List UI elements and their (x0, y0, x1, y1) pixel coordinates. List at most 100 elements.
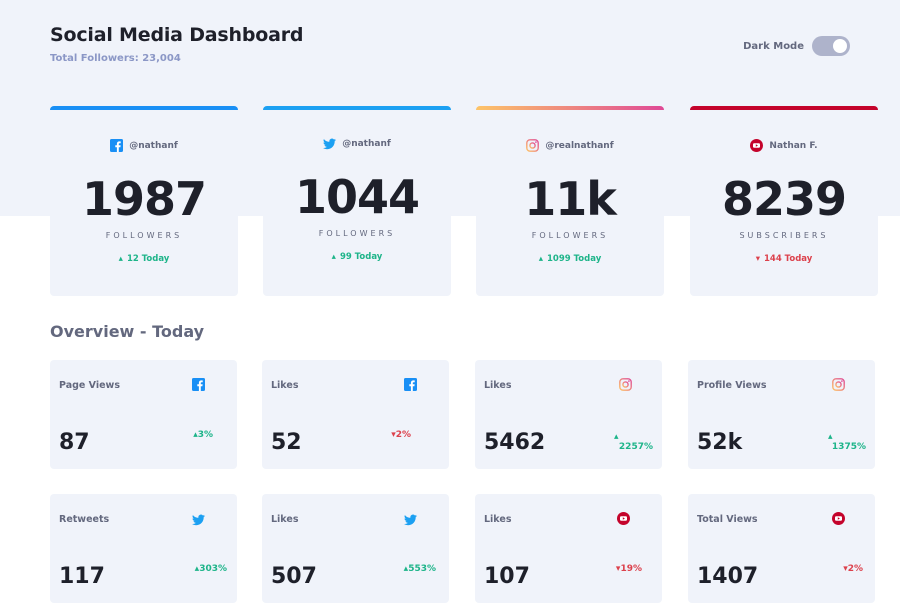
card-handle: @realnathanf (545, 140, 614, 151)
down-arrow-icon: ▾ (391, 430, 396, 440)
total-followers: Total Followers: 23,004 (50, 53, 181, 64)
card-unit: Followers (318, 229, 396, 238)
overview-value: 1407 (697, 564, 759, 589)
card-today: ▴ 1099 Today (476, 254, 664, 264)
overview-value: 52 (271, 430, 302, 455)
dark-mode-label: Dark Mode (743, 40, 804, 52)
overview-card-likes-facebook[interactable]: Likes 52 ▾2% (262, 360, 449, 469)
facebook-icon (110, 139, 124, 152)
overview-label: Total Views (697, 514, 758, 525)
overview-change-text: 2% (395, 430, 411, 440)
overview-change-text: 2257% (618, 442, 653, 452)
card-today-text: 12 Today (126, 254, 170, 264)
card-today-text: 1099 Today (547, 254, 602, 264)
overview-value: 87 (59, 430, 90, 455)
card-handle-row: @nathanf (50, 139, 238, 152)
overview-card-profile-views[interactable]: Profile Views 52k ▴ 1375% (688, 360, 875, 469)
overview-value: 5462 (484, 430, 546, 455)
overview-label: Likes (271, 514, 299, 525)
overview-card-page-views[interactable]: Page Views 87 ▴3% (50, 360, 237, 469)
overview-change-text: 303% (199, 564, 227, 574)
overview-change-text: 553% (408, 564, 436, 574)
card-handle: @nathanf (129, 140, 178, 151)
card-handle-row: @nathanf (263, 137, 451, 150)
overview-card-likes-instagram[interactable]: Likes 5462 ▴ 2257% (475, 360, 662, 469)
down-arrow-icon: ▾ (755, 254, 760, 264)
card-count: 1987 (81, 172, 207, 226)
youtube-icon (750, 139, 764, 152)
overview-value: 52k (697, 430, 743, 455)
card-handle: Nathan F. (769, 140, 818, 151)
card-accent-bar (690, 106, 878, 110)
overview-change: ▾19% (582, 564, 642, 574)
up-arrow-icon: ▴ (118, 254, 123, 264)
up-arrow-icon: ▴ (403, 564, 409, 574)
instagram-icon (526, 139, 540, 152)
card-today-text: 99 Today (339, 252, 383, 262)
overview-change-text: 3% (197, 430, 213, 440)
card-accent-bar (50, 106, 238, 110)
up-arrow-icon: ▴ (194, 564, 200, 574)
overview-label: Likes (484, 380, 512, 391)
overview-card-likes-twitter[interactable]: Likes 507 ▴553% (262, 494, 449, 603)
instagram-icon (619, 378, 632, 391)
up-arrow-icon: ▴ (538, 254, 544, 264)
overview-value: 117 (59, 564, 105, 589)
down-arrow-icon: ▾ (843, 564, 848, 574)
overview-label: Likes (271, 380, 299, 391)
card-today: ▾ 144 Today (690, 254, 878, 264)
dark-mode-toggle[interactable] (812, 36, 850, 56)
toggle-knob (833, 39, 847, 53)
card-handle: @nathanf (342, 138, 391, 149)
up-arrow-icon: ▴ (193, 430, 198, 440)
overview-card-likes-youtube[interactable]: Likes 107 ▾19% (475, 494, 662, 603)
overview-label: Likes (484, 514, 512, 525)
card-accent-bar (263, 106, 451, 110)
overview-change-text: 2% (847, 564, 863, 574)
card-unit: Followers (531, 231, 609, 240)
youtube-icon (617, 512, 630, 525)
card-youtube[interactable]: Nathan F. 8239 Subscribers ▾ 144 Today (690, 106, 878, 296)
overview-card-retweets[interactable]: Retweets 117 ▴303% (50, 494, 237, 603)
facebook-icon (192, 378, 205, 391)
instagram-icon (832, 378, 845, 391)
overview-title: Overview - Today (50, 322, 205, 341)
youtube-icon (832, 512, 845, 525)
card-accent-bar (476, 106, 664, 110)
overview-change: ▾2% (351, 430, 411, 440)
up-arrow-icon: ▴ (828, 432, 833, 442)
card-handle-row: Nathan F. (690, 139, 878, 152)
overview-label: Retweets (59, 514, 110, 525)
dark-mode-control: Dark Mode (743, 36, 850, 56)
overview-label: Page Views (59, 380, 120, 391)
down-arrow-icon: ▾ (615, 564, 621, 574)
card-count: 1044 (294, 170, 420, 224)
card-count: 11k (524, 172, 617, 226)
card-facebook[interactable]: @nathanf 1987 Followers ▴ 12 Today (50, 106, 238, 296)
card-today: ▴ 12 Today (50, 254, 238, 264)
card-today: ▴ 99 Today (263, 252, 451, 262)
overview-value: 507 (271, 564, 317, 589)
card-today-text: 144 Today (763, 254, 813, 264)
overview-change-text: 1375% (831, 442, 866, 452)
up-arrow-icon: ▴ (331, 252, 336, 262)
card-instagram[interactable]: @realnathanf 11k Followers ▴ 1099 Today (476, 106, 664, 296)
page-title: Social Media Dashboard (50, 24, 304, 46)
page-header: Social Media Dashboard Total Followers: … (50, 24, 303, 64)
card-handle-row: @realnathanf (476, 139, 664, 152)
up-arrow-icon: ▴ (614, 432, 619, 442)
card-count: 8239 (721, 172, 847, 226)
facebook-icon (404, 378, 417, 391)
overview-change: ▾2% (803, 564, 863, 574)
twitter-icon (192, 513, 205, 526)
overview-change: ▴3% (153, 430, 213, 440)
overview-card-total-views[interactable]: Total Views 1407 ▾2% (688, 494, 875, 603)
card-twitter[interactable]: @nathanf 1044 Followers ▴ 99 Today (263, 106, 451, 296)
twitter-icon (404, 513, 417, 526)
overview-label: Profile Views (697, 380, 767, 391)
overview-change: ▴ 2257% (593, 432, 653, 452)
card-unit: Subscribers (739, 231, 829, 240)
overview-change-text: 19% (620, 564, 642, 574)
overview-value: 107 (484, 564, 530, 589)
card-unit: Followers (105, 231, 183, 240)
